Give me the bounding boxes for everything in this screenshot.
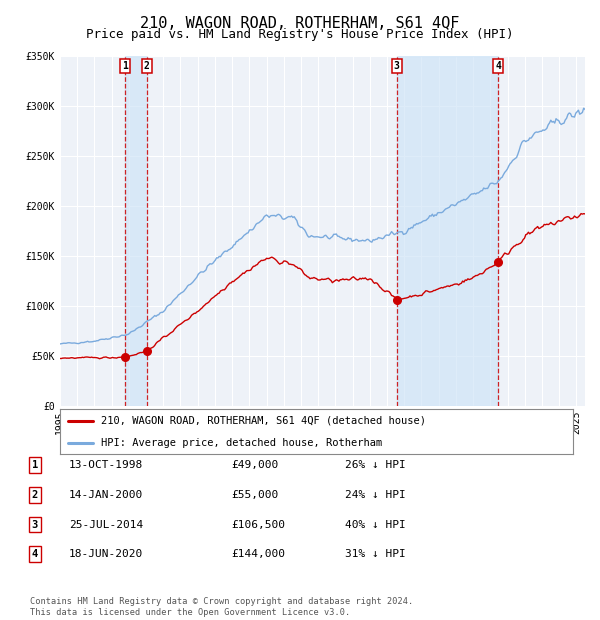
Text: HPI: Average price, detached house, Rotherham: HPI: Average price, detached house, Roth… bbox=[101, 438, 382, 448]
Text: 210, WAGON ROAD, ROTHERHAM, S61 4QF: 210, WAGON ROAD, ROTHERHAM, S61 4QF bbox=[140, 16, 460, 31]
Text: 3: 3 bbox=[32, 520, 38, 529]
Text: £49,000: £49,000 bbox=[231, 460, 278, 470]
Text: 2: 2 bbox=[144, 61, 149, 71]
Text: 40% ↓ HPI: 40% ↓ HPI bbox=[345, 520, 406, 529]
Text: 14-JAN-2000: 14-JAN-2000 bbox=[69, 490, 143, 500]
Text: 24% ↓ HPI: 24% ↓ HPI bbox=[345, 490, 406, 500]
Text: 4: 4 bbox=[496, 61, 501, 71]
Text: 13-OCT-1998: 13-OCT-1998 bbox=[69, 460, 143, 470]
Text: 210, WAGON ROAD, ROTHERHAM, S61 4QF (detached house): 210, WAGON ROAD, ROTHERHAM, S61 4QF (det… bbox=[101, 416, 426, 426]
Text: £106,500: £106,500 bbox=[231, 520, 285, 529]
Text: Price paid vs. HM Land Registry's House Price Index (HPI): Price paid vs. HM Land Registry's House … bbox=[86, 28, 514, 41]
Text: 31% ↓ HPI: 31% ↓ HPI bbox=[345, 549, 406, 559]
Text: 18-JUN-2020: 18-JUN-2020 bbox=[69, 549, 143, 559]
Text: Contains HM Land Registry data © Crown copyright and database right 2024.
This d: Contains HM Land Registry data © Crown c… bbox=[30, 598, 413, 617]
Bar bbox=[397, 56, 498, 406]
Text: 3: 3 bbox=[394, 61, 400, 71]
Text: 25-JUL-2014: 25-JUL-2014 bbox=[69, 520, 143, 529]
Bar bbox=[125, 56, 147, 406]
Text: 26% ↓ HPI: 26% ↓ HPI bbox=[345, 460, 406, 470]
Text: 2: 2 bbox=[32, 490, 38, 500]
Text: £144,000: £144,000 bbox=[231, 549, 285, 559]
Text: 1: 1 bbox=[122, 61, 128, 71]
Text: £55,000: £55,000 bbox=[231, 490, 278, 500]
Text: 4: 4 bbox=[32, 549, 38, 559]
Text: 1: 1 bbox=[32, 460, 38, 470]
